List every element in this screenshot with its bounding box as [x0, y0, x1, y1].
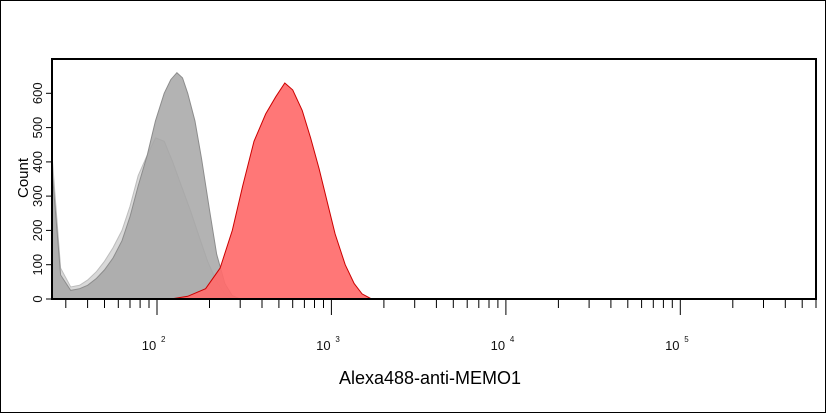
x-tick-exponent: 3	[335, 335, 340, 344]
x-tick-label: 10	[491, 338, 505, 353]
x-axis-ticks	[65, 299, 817, 315]
series-layer	[51, 71, 372, 300]
y-tick-label: 0	[30, 295, 45, 302]
x-tick-exponent: 4	[510, 335, 515, 344]
x-tick-label: 10	[142, 338, 156, 353]
y-tick-label: 400	[30, 151, 45, 173]
plot-area-border	[51, 58, 817, 300]
y-tick-label: 100	[30, 254, 45, 276]
x-tick-label: 10	[316, 338, 330, 353]
y-tick-label: 300	[30, 185, 45, 207]
y-axis-title: Count	[15, 157, 32, 198]
histogram-area-2	[51, 71, 241, 300]
x-tick-exponent: 2	[161, 335, 166, 344]
x-tick-label: 10	[665, 338, 679, 353]
x-tick-exponent: 5	[684, 335, 689, 344]
histogram-area-3	[170, 82, 372, 300]
y-tick-label: 200	[30, 220, 45, 242]
x-axis-tick-labels: 10 2 10 3 10 4 10 5	[142, 335, 690, 353]
y-tick-label: 600	[30, 82, 45, 104]
x-axis-title: Alexa488-anti-MEMO1	[339, 368, 521, 388]
y-axis-ticks: 0 100 200 300 400 500 600	[30, 82, 52, 303]
y-tick-label: 500	[30, 117, 45, 139]
